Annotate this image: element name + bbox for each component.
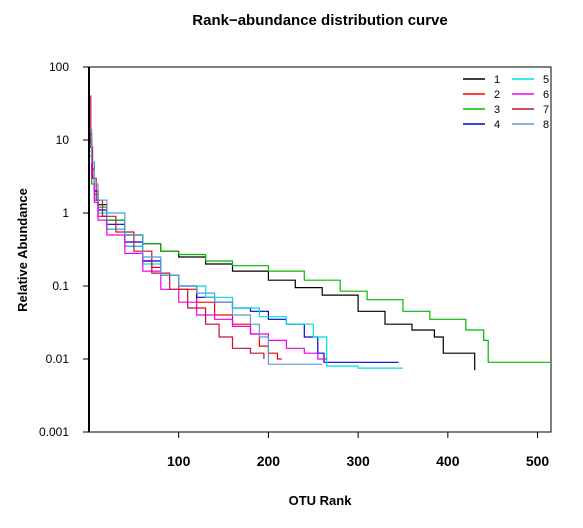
x-tick-label: 100: [167, 453, 191, 469]
x-tick-label: 300: [346, 453, 370, 469]
legend: 1 2 3 4 5 6 7 8: [463, 74, 549, 131]
y-axis-ticks: 0.001 0.01 0.1 1 10 100: [39, 60, 89, 439]
legend-label-1: 1: [494, 74, 500, 86]
y-tick-label: 1: [62, 206, 69, 220]
series-line-5: [89, 150, 403, 369]
series-line-3: [89, 155, 551, 363]
series-line-1: [89, 139, 476, 371]
legend-label-8: 8: [543, 119, 549, 131]
x-tick-label: 500: [526, 453, 550, 469]
legend-label-6: 6: [543, 89, 549, 101]
y-tick-label: 0.01: [46, 352, 70, 366]
chart-title: Rank−abundance distribution curve: [192, 12, 447, 29]
series-line-4: [89, 133, 399, 363]
series-line-7: [89, 95, 265, 359]
x-tick-label: 400: [436, 453, 460, 469]
legend-label-3: 3: [494, 104, 500, 116]
plot-area: [88, 66, 552, 433]
x-axis-ticks: 100 200 300 400 500: [167, 432, 549, 469]
x-axis-label: OTU Rank: [289, 493, 353, 508]
legend-label-5: 5: [543, 74, 549, 86]
y-tick-label: 0.001: [39, 425, 69, 439]
x-tick-label: 200: [257, 453, 281, 469]
y-axis-label: Relative Abundance: [15, 188, 30, 312]
plot-frame: [88, 66, 552, 433]
series-line-8: [89, 128, 323, 365]
series-line-2: [89, 146, 282, 360]
y-tick-label: 10: [56, 133, 70, 147]
legend-label-2: 2: [494, 89, 500, 101]
legend-label-7: 7: [543, 104, 549, 116]
series-layer: [89, 95, 551, 371]
y-tick-label: 0.1: [52, 279, 69, 293]
legend-label-4: 4: [494, 119, 500, 131]
y-tick-label: 100: [49, 60, 69, 74]
series-line-6: [89, 142, 327, 360]
